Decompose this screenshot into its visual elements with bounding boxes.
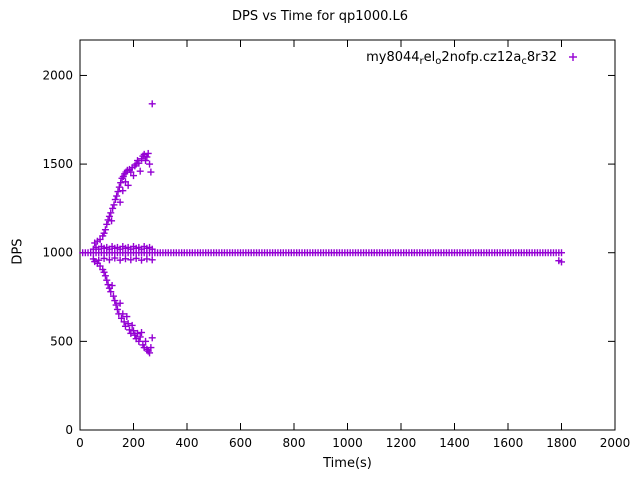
x-axis-label: Time(s) bbox=[323, 456, 372, 471]
x-tick-label: 400 bbox=[176, 436, 199, 450]
y-tick-label: 500 bbox=[50, 334, 73, 348]
plot-frame bbox=[79, 39, 616, 431]
legend-marker-icon bbox=[569, 53, 577, 61]
y-tick-label: 1500 bbox=[42, 157, 73, 171]
x-tick-label: 0 bbox=[76, 436, 84, 450]
x-tick-label: 2000 bbox=[600, 436, 631, 450]
y-tick-label: 0 bbox=[65, 423, 73, 437]
y-tick-label: 2000 bbox=[42, 68, 73, 82]
x-tick-label: 1000 bbox=[332, 436, 363, 450]
legend-label: my8044relo2nofp.cz12ac8r32 bbox=[366, 50, 557, 67]
x-tick-label: 1800 bbox=[546, 436, 577, 450]
legend: my8044relo2nofp.cz12ac8r32 bbox=[366, 50, 577, 67]
x-axis-ticks: 0 200 400 600 800 1000 1200 1400 1600 1800 2000 bbox=[76, 40, 630, 450]
y-axis-ticks: 0 500 1000 1500 2000 bbox=[42, 68, 615, 437]
x-tick-label: 600 bbox=[229, 436, 252, 450]
data-points bbox=[79, 100, 565, 357]
x-tick-label: 800 bbox=[283, 436, 306, 450]
chart-title: DPS vs Time for qp1000.L6 bbox=[231, 9, 409, 24]
x-tick-label: 1200 bbox=[386, 436, 417, 450]
x-tick-label: 1400 bbox=[439, 436, 470, 450]
y-tick-label: 1000 bbox=[42, 246, 73, 260]
x-tick-label: 1600 bbox=[493, 436, 524, 450]
x-tick-label: 200 bbox=[122, 436, 145, 450]
